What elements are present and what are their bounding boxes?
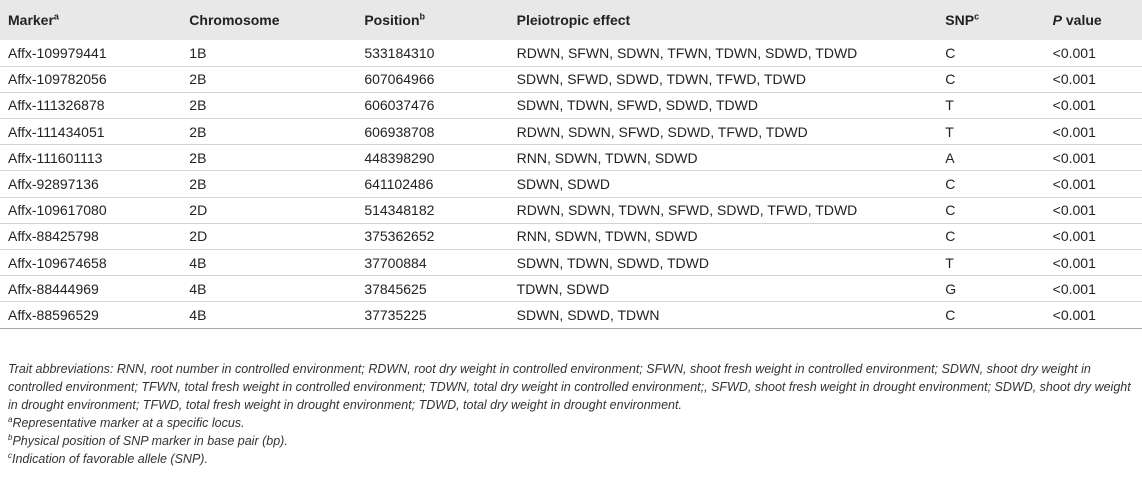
cell-marker: Affx-88596529 bbox=[8, 306, 99, 323]
cell-position: 448398290 bbox=[364, 149, 435, 166]
table-row: Affx-109617080 2D 514348182 RDWN, SDWN, TDW… bbox=[0, 197, 1142, 224]
cell-p-value: <0.001 bbox=[1052, 44, 1096, 61]
cell-p-value: <0.001 bbox=[1052, 97, 1096, 114]
cell-pleiotropic-effect: SDWN, TDWN, SFWD, SDWD, TDWD bbox=[516, 97, 758, 114]
cell-snp: C bbox=[945, 202, 956, 219]
footnote-abbreviations: Trait abbreviations: RNN, root number in… bbox=[8, 362, 1131, 412]
cell-snp: C bbox=[945, 44, 956, 61]
cell-pleiotropic-effect: SDWN, SDWD bbox=[516, 176, 610, 193]
cell-pleiotropic-effect: RDWN, SDWN, TDWN, SFWD, SDWD, TFWD, TDWD bbox=[516, 202, 858, 219]
cell-chromosome: 4B bbox=[189, 280, 207, 297]
cell-position: 533184310 bbox=[364, 44, 435, 61]
cell-p-value: <0.001 bbox=[1052, 149, 1096, 166]
cell-p-value: <0.001 bbox=[1052, 254, 1096, 271]
cell-position: 606938708 bbox=[364, 123, 435, 140]
cell-position: 606037476 bbox=[364, 97, 435, 114]
cell-position: 514348182 bbox=[364, 202, 435, 219]
cell-pleiotropic-effect: TDWN, SDWD bbox=[516, 280, 610, 297]
cell-position: 641102486 bbox=[364, 176, 434, 193]
cell-p-value: <0.001 bbox=[1052, 176, 1096, 193]
table-row: Affx-92897136 2B 641102486 SDWN, SDWD C <0.00… bbox=[0, 171, 1142, 198]
cell-pleiotropic-effect: RNN, SDWN, TDWN, SDWD bbox=[516, 149, 698, 166]
cell-marker: Affx-111434051 bbox=[8, 123, 105, 140]
cell-snp: T bbox=[945, 97, 954, 114]
header-pleiotropic-effect: Pleiotropic effect bbox=[516, 12, 631, 28]
table-row: Affx-109674658 4B 37700884 SDWN, TDWN, SDWD… bbox=[0, 250, 1142, 276]
table-row: Affx-111326878 2B 606037476 SDWN, TDWN, SFW… bbox=[0, 92, 1142, 119]
cell-chromosome: 2B bbox=[189, 71, 207, 88]
table-row: Affx-109979441 1B 533184310 RDWN, SFWN, SDW… bbox=[0, 40, 1142, 67]
cell-chromosome: 2B bbox=[189, 97, 207, 114]
cell-pleiotropic-effect: SDWN, TDWN, SDWD, TDWD bbox=[516, 254, 709, 271]
cell-marker: Affx-109617080 bbox=[8, 202, 107, 219]
header-row: Markera Chromosome Positionb Pleiotropic… bbox=[0, 0, 1142, 40]
table-row: Affx-111601113 2B 448398290 RNN, SDWN, TDWN… bbox=[0, 145, 1142, 171]
cell-snp: G bbox=[945, 280, 957, 297]
footnote-c: cIndication of favorable allele (SNP). bbox=[8, 450, 208, 466]
cell-chromosome: 4B bbox=[189, 254, 207, 271]
marker-table: Markera Chromosome Positionb Pleiotropic… bbox=[0, 0, 1142, 329]
cell-position: 607064966 bbox=[364, 71, 435, 88]
header-position: Positionb bbox=[364, 11, 426, 28]
cell-p-value: <0.001 bbox=[1052, 306, 1096, 323]
cell-snp: T bbox=[945, 254, 954, 271]
cell-marker: Affx-111326878 bbox=[8, 97, 105, 114]
cell-snp: C bbox=[945, 306, 956, 323]
header-marker: Markera bbox=[8, 11, 59, 28]
cell-pleiotropic-effect: RNN, SDWN, TDWN, SDWD bbox=[516, 228, 698, 245]
cell-position: 37735225 bbox=[364, 306, 427, 323]
table-row: Affx-109782056 2B 607064966 SDWN, SFWD, SDW… bbox=[0, 66, 1142, 93]
cell-chromosome: 2B bbox=[189, 123, 207, 140]
cell-snp: T bbox=[945, 123, 954, 140]
table-row: Affx-88444969 4B 37845625 TDWN, SDWD G <0.001 bbox=[0, 276, 1142, 302]
cell-chromosome: 2B bbox=[189, 176, 207, 193]
cell-marker: Affx-109674658 bbox=[8, 254, 107, 271]
cell-marker: Affx-92897136 bbox=[8, 176, 99, 193]
cell-pleiotropic-effect: RDWN, SDWN, SFWD, SDWD, TFWD, TDWD bbox=[516, 123, 808, 140]
cell-marker: Affx-111601113 bbox=[8, 149, 103, 166]
cell-marker: Affx-109979441 bbox=[8, 44, 107, 61]
cell-p-value: <0.001 bbox=[1052, 202, 1096, 219]
cell-snp: C bbox=[945, 71, 956, 88]
cell-p-value: <0.001 bbox=[1052, 228, 1096, 245]
header-chromosome: Chromosome bbox=[189, 12, 280, 28]
cell-chromosome: 4B bbox=[189, 306, 207, 323]
footnote-a: aRepresentative marker at a specific loc… bbox=[8, 414, 245, 430]
table-row: Affx-111434051 2B 606938708 RDWN, SDWN, SFW… bbox=[0, 119, 1142, 145]
table-footnotes: Trait abbreviations: RNN, root number in… bbox=[8, 360, 1136, 468]
cell-pleiotropic-effect: SDWN, SFWD, SDWD, TDWN, TFWD, TDWD bbox=[516, 71, 806, 88]
cell-chromosome: 1B bbox=[189, 44, 207, 61]
cell-marker: Affx-109782056 bbox=[8, 71, 107, 88]
table-row: Affx-88596529 4B 37735225 SDWN, SDWD, TDWN C… bbox=[0, 302, 1142, 329]
cell-position: 37700884 bbox=[364, 254, 427, 271]
cell-position: 375362652 bbox=[364, 228, 435, 245]
header-snp: SNPc bbox=[945, 11, 980, 28]
cell-pleiotropic-effect: SDWN, SDWD, TDWN bbox=[516, 306, 660, 323]
cell-p-value: <0.001 bbox=[1052, 71, 1096, 88]
cell-snp: A bbox=[945, 149, 955, 166]
cell-p-value: <0.001 bbox=[1052, 123, 1096, 140]
cell-snp: C bbox=[945, 176, 956, 193]
cell-chromosome: 2B bbox=[189, 149, 207, 166]
cell-position: 37845625 bbox=[364, 280, 427, 297]
cell-marker: Affx-88425798 bbox=[8, 228, 99, 245]
footnote-b: bPhysical position of SNP marker in base… bbox=[8, 432, 288, 448]
header-p-value: P value bbox=[1052, 12, 1102, 28]
table-row: Affx-88425798 2D 375362652 RNN, SDWN, TDWN,… bbox=[0, 223, 1142, 250]
cell-marker: Affx-88444969 bbox=[8, 280, 99, 297]
cell-p-value: <0.001 bbox=[1052, 280, 1096, 297]
cell-chromosome: 2D bbox=[189, 202, 208, 219]
cell-pleiotropic-effect: RDWN, SFWN, SDWN, TFWN, TDWN, SDWD, TDWD bbox=[516, 44, 858, 61]
cell-chromosome: 2D bbox=[189, 228, 208, 245]
cell-snp: C bbox=[945, 228, 956, 245]
